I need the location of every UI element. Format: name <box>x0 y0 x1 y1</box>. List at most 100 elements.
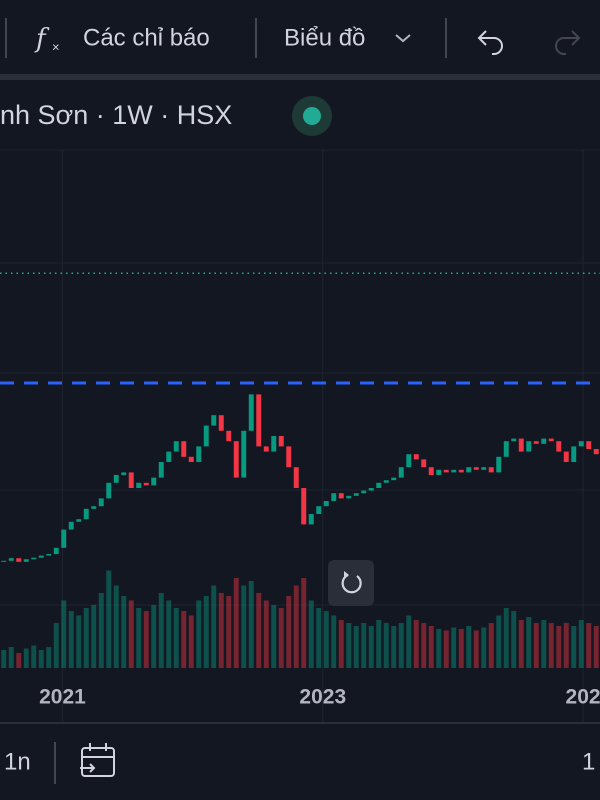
volume-bar <box>61 600 67 668</box>
volume-bar <box>106 570 112 668</box>
volume-bar <box>181 611 187 668</box>
chart-type-button[interactable]: Biểu đồ <box>284 24 365 51</box>
fx-icon[interactable]: × <box>52 39 60 54</box>
volume-bar <box>301 578 307 668</box>
volume-bar <box>128 600 134 668</box>
volume-bar <box>548 623 554 668</box>
candle-body <box>256 394 262 447</box>
candle-body <box>151 477 157 486</box>
x-tick-label: 2021 <box>39 686 86 709</box>
volume-bar <box>38 650 44 668</box>
candle-body <box>556 441 562 452</box>
candle-body <box>173 441 179 452</box>
volume-bar <box>286 596 292 668</box>
volume-bar <box>586 623 592 668</box>
candle-body <box>548 438 554 442</box>
volume-bar <box>166 600 172 668</box>
volume-bar <box>233 578 239 668</box>
volume-bar <box>256 593 262 668</box>
candle-body <box>368 488 374 491</box>
undo-icon[interactable] <box>477 30 503 55</box>
volume-bar <box>53 623 59 668</box>
volume-bar <box>1 650 7 668</box>
volume-bar <box>436 629 442 668</box>
volume-bar <box>203 596 209 668</box>
candle-body <box>526 441 532 452</box>
replay-icon[interactable] <box>341 573 362 594</box>
volume-bar <box>158 593 164 668</box>
volume-bar <box>398 623 404 668</box>
volume-bar <box>121 596 127 668</box>
volume-bar <box>143 611 149 668</box>
volume-bar <box>443 630 449 668</box>
candle-body <box>398 467 404 478</box>
volume-bar <box>556 626 562 668</box>
candle-body <box>278 436 284 447</box>
candle-body <box>23 559 29 562</box>
replay-button[interactable] <box>328 560 374 606</box>
candle-body <box>458 469 464 473</box>
candle-body <box>16 558 22 562</box>
volume-bar <box>496 615 502 668</box>
volume-bar <box>563 623 569 668</box>
volume-bar <box>338 620 344 668</box>
candle-body <box>301 488 307 525</box>
volume-bar <box>466 626 472 668</box>
volume-bar <box>248 581 254 668</box>
bottom-right-label: 1 <box>582 748 595 775</box>
candle-body <box>286 446 292 468</box>
plot: 2021 2023 202 <box>0 150 600 722</box>
candle-body <box>196 446 202 462</box>
volume-bar <box>188 615 194 668</box>
volume-bar <box>46 647 52 668</box>
goto-date-icon[interactable] <box>80 743 115 777</box>
replay-icon[interactable] <box>344 571 349 578</box>
candle-body <box>128 472 134 488</box>
volume-bar <box>331 615 337 668</box>
volume-bar <box>218 593 224 668</box>
volume-bar <box>151 605 157 668</box>
volume-bar <box>98 593 104 668</box>
candle-body <box>293 467 299 488</box>
volume-bar <box>518 620 524 668</box>
candle-body <box>211 415 217 426</box>
volume-bar <box>503 608 509 668</box>
volume-bar <box>481 627 487 668</box>
volume-bar <box>263 600 269 668</box>
candle-body <box>76 519 82 522</box>
range-button[interactable]: 1n <box>4 748 31 775</box>
candle-body <box>46 554 52 556</box>
candle-body <box>338 493 344 499</box>
volume-bar <box>173 608 179 668</box>
candle-body <box>473 467 479 470</box>
x-tick-label: 2023 <box>299 686 346 709</box>
volume-bar <box>533 623 539 668</box>
indicators-button[interactable]: Các chỉ báo <box>83 24 210 51</box>
dropdown-chevron[interactable] <box>395 34 411 43</box>
grid <box>0 149 600 606</box>
volume-bar <box>271 605 277 668</box>
volume-bar <box>136 608 142 668</box>
candle-body <box>188 456 194 462</box>
candle-body <box>158 462 164 478</box>
candle-body <box>383 480 389 483</box>
candle-body <box>481 467 487 470</box>
redo-icon[interactable] <box>555 30 581 55</box>
candle-body <box>218 415 224 431</box>
candle-body <box>98 498 104 507</box>
volume-bar <box>113 585 119 668</box>
volume-bar <box>571 626 577 668</box>
volume-bar <box>323 611 329 668</box>
volume-bar <box>16 653 22 668</box>
candle-body <box>1 560 7 562</box>
candle-body <box>91 506 97 509</box>
candle-body <box>518 438 524 452</box>
volume-bar <box>511 611 517 668</box>
volume-bar <box>488 623 494 668</box>
candle-body <box>31 557 37 560</box>
candle-body <box>593 449 599 455</box>
candle-body <box>376 482 382 488</box>
candle-body <box>353 493 359 496</box>
